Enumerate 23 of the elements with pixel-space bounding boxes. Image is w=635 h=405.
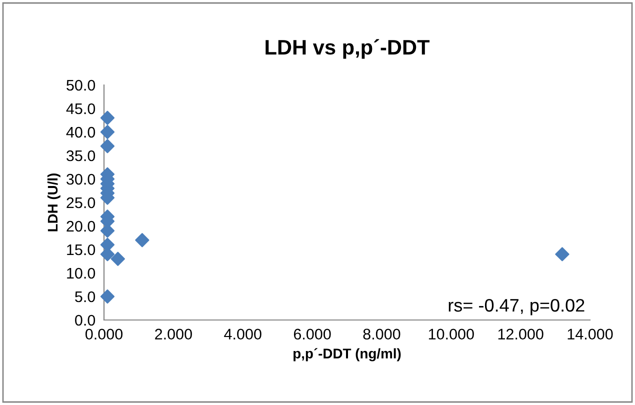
y-tick-label: 30.0 bbox=[66, 174, 96, 185]
x-tick-label: 6.000 bbox=[294, 328, 331, 340]
y-tick-label: 45.0 bbox=[66, 103, 96, 114]
x-tick-label: 2.000 bbox=[155, 328, 192, 340]
x-tick-label: 10.000 bbox=[428, 328, 474, 340]
y-tick-label: 40.0 bbox=[66, 126, 96, 138]
x-tick-label: 14.000 bbox=[568, 328, 613, 340]
x-axis-title: p,p´-DDT (ng/ml) bbox=[294, 348, 401, 362]
chart-title: LDH vs p,p´-DDT bbox=[266, 39, 430, 59]
y-tick-label: 35.0 bbox=[66, 150, 96, 162]
y-tick-label: 5.0 bbox=[75, 291, 96, 302]
annotation: rs= -0.47, p=0.02 bbox=[448, 298, 584, 316]
y-tick-label: 20.0 bbox=[66, 220, 96, 232]
y-tick-label: 50.0 bbox=[66, 80, 96, 91]
x-tick-label: 8.000 bbox=[363, 328, 400, 340]
x-tick-label: 0.000 bbox=[85, 328, 123, 340]
y-tick-label: 25.0 bbox=[66, 197, 96, 208]
y-tick-label: 15.0 bbox=[67, 244, 96, 256]
x-tick-label: 12.000 bbox=[498, 328, 544, 340]
x-tick-label: 4.000 bbox=[224, 328, 262, 340]
y-axis-title: LDH (U/l) bbox=[47, 173, 60, 232]
y-tick-label: 0.0 bbox=[75, 314, 96, 326]
y-tick-label: 10.0 bbox=[67, 268, 96, 279]
